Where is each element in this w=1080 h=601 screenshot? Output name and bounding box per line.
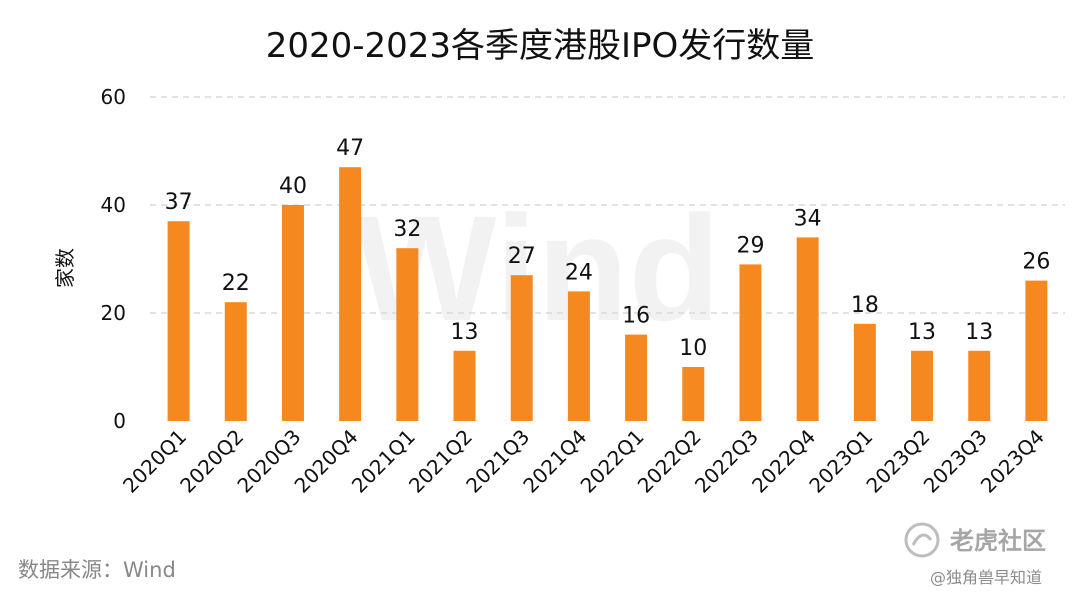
data-label-2023Q2: 13 (908, 320, 936, 345)
data-label-2020Q1: 37 (165, 190, 193, 215)
y-tick-label: 20 (101, 301, 126, 325)
y-tick-label: 40 (101, 193, 126, 217)
bar-2021Q3 (510, 275, 533, 421)
bar-2022Q2 (682, 367, 705, 421)
gridlines (150, 96, 1065, 314)
data-label-2023Q3: 13 (965, 320, 993, 345)
data-label-2022Q2: 10 (679, 336, 707, 361)
data-label-2021Q2: 13 (451, 320, 479, 345)
data-label-2021Q4: 24 (565, 260, 593, 285)
bar-2022Q4 (796, 237, 819, 421)
bar-2022Q1 (625, 334, 648, 421)
chart-title: 2020-2023各季度港股IPO发行数量 (266, 26, 815, 66)
data-label-2020Q3: 40 (279, 174, 307, 199)
tiger-community-logo-icon (904, 522, 940, 558)
bar-2023Q3 (968, 350, 991, 421)
data-label-2020Q2: 22 (222, 271, 250, 296)
bar-2023Q4 (1025, 280, 1048, 421)
y-tick-label: 0 (113, 409, 126, 433)
data-labels: 37 22 40 47 32 13 27 24 16 10 29 34 18 13 13 26 (165, 136, 1051, 361)
y-axis-ticks: 0 20 40 60 (101, 85, 126, 433)
bar-2020Q4 (339, 167, 362, 421)
bar-2020Q1 (167, 221, 190, 421)
data-label-2022Q3: 29 (736, 233, 764, 258)
x-tick-label-2023Q4: 2023Q4 (976, 425, 1049, 498)
data-label-2022Q1: 16 (622, 304, 650, 329)
bar-2021Q2 (453, 350, 476, 421)
x-axis-ticks: 2020Q12020Q22020Q32020Q42021Q12021Q22021… (118, 425, 1049, 498)
bar-2022Q3 (739, 264, 762, 421)
data-label-2020Q4: 47 (336, 136, 364, 161)
data-label-2023Q1: 18 (851, 293, 879, 318)
data-label-2021Q3: 27 (508, 244, 536, 269)
bars (167, 167, 1048, 421)
bar-2021Q1 (396, 248, 419, 421)
source-note: 数据来源：Wind (18, 558, 176, 582)
bar-2023Q2 (911, 350, 934, 421)
data-label-2023Q4: 26 (1022, 250, 1050, 275)
bar-2023Q1 (853, 323, 876, 421)
credit-handle: @独角兽早知道 (930, 568, 1042, 587)
y-tick-label: 60 (101, 85, 126, 109)
data-label-2021Q1: 32 (393, 217, 421, 242)
brand-name: 老虎社区 (950, 527, 1046, 555)
y-axis-label: 家数 (53, 248, 77, 288)
bar-2020Q3 (281, 205, 304, 421)
bar-2020Q2 (224, 302, 247, 421)
data-label-2022Q4: 34 (794, 206, 822, 231)
bar-2021Q4 (567, 291, 590, 421)
